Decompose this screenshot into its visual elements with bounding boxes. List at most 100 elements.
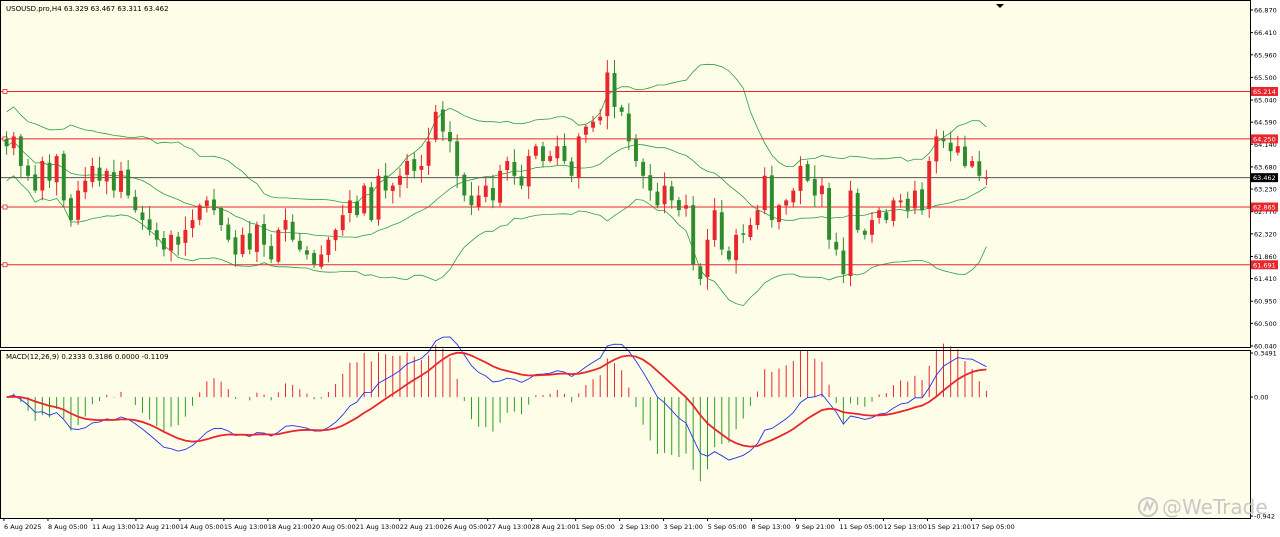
candle-body <box>233 237 238 255</box>
candle-body <box>283 220 288 230</box>
candle-body <box>791 190 796 203</box>
current-price-tag <box>1251 173 1278 183</box>
level-price-tag <box>1251 260 1278 270</box>
candle-body <box>111 172 116 191</box>
price-tick-label: 65.500 <box>1254 74 1277 82</box>
price-tick-label: 63.680 <box>1254 163 1277 171</box>
candle-body <box>748 224 753 238</box>
candle-body <box>119 170 123 192</box>
candle-body <box>569 161 574 176</box>
symbol-info: USOUSD.pro,H4 63.329 63.467 63.311 63.46… <box>6 5 169 13</box>
candle-body <box>769 175 774 221</box>
candle-body <box>226 224 231 240</box>
price-tick-label: 66.870 <box>1254 7 1277 15</box>
candle-body <box>340 215 345 231</box>
candle-body <box>741 233 746 235</box>
candle-body <box>133 196 138 211</box>
candle-body <box>426 141 431 166</box>
date-tick-label: 1 Sep 05:00 <box>576 523 615 531</box>
candle-body <box>862 230 867 235</box>
candle-body <box>369 187 374 221</box>
macd-tick-label: 0.00 <box>1254 394 1268 402</box>
candle-body <box>297 240 302 250</box>
candle-body <box>97 167 102 181</box>
macd-info: MACD(12,26,9) 0.2333 0.3186 0.0000 -0.11… <box>6 353 169 361</box>
candle-body <box>319 254 324 267</box>
candle-body <box>476 195 481 208</box>
price-tick-label: 65.040 <box>1254 97 1277 105</box>
candle-body <box>40 161 45 191</box>
level-tags: 65.214 64.250 62.865 61.691 63.462 <box>1251 86 1278 270</box>
candle-body <box>204 200 209 207</box>
candle-body <box>755 210 760 226</box>
candle-body <box>684 205 688 209</box>
level-handle <box>2 89 8 94</box>
date-tick-label: 11 Aug 13:00 <box>92 523 136 531</box>
candle-body <box>726 250 731 260</box>
price-tick-label: 62.320 <box>1254 230 1277 238</box>
candle-body <box>483 185 488 197</box>
date-tick-label: 12 Aug 21:00 <box>136 523 180 531</box>
candle-body <box>76 190 81 220</box>
candle-body <box>784 200 789 206</box>
macd-tick-label: -0.942 <box>1254 513 1275 521</box>
candle-body <box>848 190 853 276</box>
candle-body <box>655 191 660 206</box>
price-panel <box>0 0 1250 347</box>
date-tick-label: 5 Sep 05:00 <box>708 523 747 531</box>
level-handle <box>2 262 8 268</box>
level-price-tag <box>1251 202 1278 212</box>
date-tick-label: 12 Sep 13:00 <box>883 523 926 531</box>
candle-body <box>240 234 245 255</box>
candle-body <box>598 116 603 121</box>
candle-body <box>648 175 653 191</box>
candle-body <box>583 126 588 135</box>
chart-shift-marker-icon[interactable] <box>996 4 1004 8</box>
candle-body <box>4 138 9 147</box>
price-tick-label: 60.950 <box>1254 298 1277 306</box>
price-tick-label: 64.590 <box>1254 119 1277 127</box>
price-tick-label: 64.140 <box>1254 141 1277 149</box>
candle-body <box>834 241 839 250</box>
candle-body <box>884 212 889 221</box>
date-tick-label: 18 Aug 21:00 <box>268 523 312 531</box>
level-price-tag-label: 62.865 <box>1253 204 1276 212</box>
date-tick-label: 2 Sep 13:00 <box>620 523 659 531</box>
date-tick-label: 8 Sep 13:00 <box>752 523 791 531</box>
time-axis: 6 Aug 2025 8 Aug 05:00 11 Aug 13:00 12 Aug … <box>3 518 1015 531</box>
candle-body <box>920 189 925 211</box>
candle-body <box>841 250 846 275</box>
candle-body <box>26 165 30 176</box>
candle-body <box>11 136 16 149</box>
candle-body <box>104 170 109 182</box>
candle-body <box>827 187 832 240</box>
candle-body <box>355 201 359 216</box>
candle-body <box>669 186 674 201</box>
candle-body <box>576 136 581 179</box>
macd-signal-line <box>6 351 987 448</box>
candle-body <box>362 185 367 214</box>
candle-body <box>169 234 174 251</box>
candle-body <box>347 200 352 214</box>
candle-body <box>276 229 281 262</box>
candle-body <box>676 200 681 211</box>
candle-body <box>626 113 631 142</box>
candle-body <box>247 233 252 250</box>
candles <box>4 59 989 290</box>
price-axis: 66.870 66.410 65.960 65.500 65.040 64.590 64.1… <box>1250 7 1277 351</box>
candle-body <box>161 238 166 250</box>
price-tick-label: 61.860 <box>1254 253 1277 261</box>
candle-body <box>941 138 946 142</box>
bollinger-middle-band <box>6 140 987 238</box>
candle-body <box>269 245 274 260</box>
watermark: @WeTrade <box>1138 495 1268 519</box>
candle-body <box>526 156 531 187</box>
candle-body <box>126 169 131 196</box>
candle-body <box>712 210 717 240</box>
candle-body <box>154 230 159 240</box>
price-tick-label: 65.960 <box>1254 51 1277 59</box>
wetrade-logo-icon <box>1138 497 1158 517</box>
date-tick-label: 26 Aug 05:00 <box>444 523 488 531</box>
candle-body <box>176 236 181 245</box>
price-tick-label: 66.410 <box>1254 29 1277 37</box>
